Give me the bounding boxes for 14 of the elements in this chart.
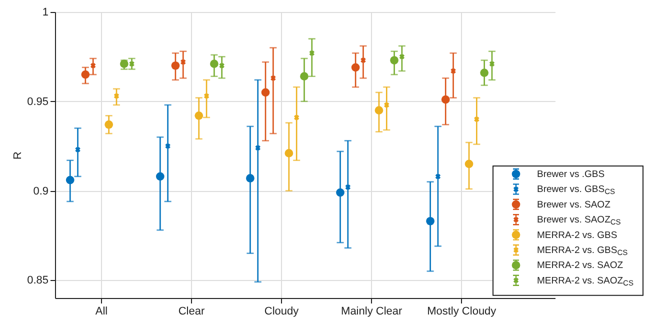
y-tick-label: 0.95	[27, 96, 48, 108]
x-tick-label: Mainly Clear	[341, 306, 402, 318]
y-axis-title: R	[12, 151, 24, 160]
legend-label: MERRA-2 vs. SAOZ	[537, 260, 624, 272]
legend-label: Brewer vs .GBS	[537, 169, 605, 180]
x-tick-label: Clear	[178, 306, 205, 318]
y-tick-label: 0.85	[27, 274, 48, 287]
y-tick-label: 1	[42, 6, 48, 18]
x-tick-label: Mostly Cloudy	[427, 306, 497, 318]
x-tick-label: All	[95, 306, 108, 318]
legend-label: Brewer vs. SAOZ	[537, 199, 611, 210]
legend-label: MERRA-2 vs. GBS	[537, 230, 618, 241]
y-tick-label: 0.9	[33, 185, 48, 198]
x-tick-label: Cloudy	[264, 306, 300, 318]
